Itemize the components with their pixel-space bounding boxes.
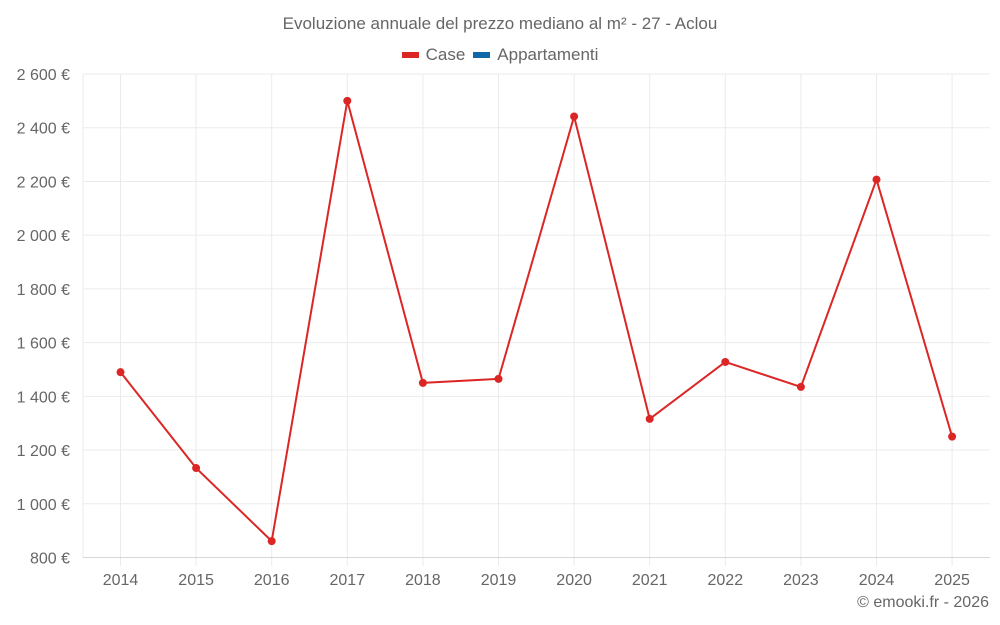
x-tick-label: 2021 (632, 572, 668, 589)
x-tick-label: 2015 (178, 572, 214, 589)
y-tick-label: 1 000 € (17, 497, 70, 514)
x-tick-label: 2022 (708, 572, 744, 589)
x-axis: 2014 2015 2016 2017 2018 2019 2020 2021 2022 2023… (83, 557, 990, 589)
series-case (116, 96, 957, 546)
series-line-case (119, 99, 954, 543)
data-point[interactable] (570, 112, 579, 121)
y-tick-label: 1 200 € (17, 443, 70, 460)
y-tick-label: 800 € (30, 551, 70, 568)
legend-item-appartamenti[interactable]: Appartamenti (473, 45, 598, 65)
data-point[interactable] (721, 357, 730, 366)
data-point[interactable] (192, 464, 201, 473)
grid-lines (82, 73, 990, 566)
data-point[interactable] (796, 382, 805, 391)
y-tick-label: 1 400 € (17, 389, 70, 406)
legend-label-case: Case (425, 45, 466, 64)
x-tick-label: 2017 (330, 572, 366, 589)
x-tick-label: 2014 (103, 572, 139, 589)
x-tick-label: 2020 (556, 572, 592, 589)
chart-legend: Case Appartamenti (0, 45, 1000, 65)
data-point[interactable] (267, 537, 276, 546)
y-tick-label: 2 000 € (17, 228, 70, 245)
data-point[interactable] (872, 175, 881, 184)
x-tick-label: 2025 (934, 572, 970, 589)
y-axis: 800 € 1 000 € 1 200 € 1 400 € 1 600 € 1 800 €… (17, 67, 70, 568)
y-tick-label: 1 600 € (17, 336, 70, 353)
data-point[interactable] (116, 368, 125, 377)
legend-item-case[interactable]: Case (401, 45, 466, 65)
x-tick-label: 2018 (405, 572, 441, 589)
y-tick-label: 1 800 € (17, 282, 70, 299)
legend-swatch-appartamenti (473, 52, 491, 58)
data-point[interactable] (645, 414, 654, 423)
x-tick-label: 2019 (481, 572, 517, 589)
data-point[interactable] (948, 432, 957, 441)
y-tick-label: 2 200 € (17, 174, 70, 191)
x-tick-label: 2024 (859, 572, 895, 589)
legend-swatch-case (401, 52, 419, 58)
data-point[interactable] (418, 378, 427, 387)
data-point[interactable] (494, 374, 503, 383)
x-tick-label: 2023 (783, 572, 819, 589)
chart-title: Evoluzione annuale del prezzo mediano al… (282, 14, 718, 33)
y-tick-label: 2 400 € (17, 121, 70, 138)
data-point[interactable] (343, 96, 352, 105)
credit-text: © emooki.fr - 2026 (857, 594, 989, 611)
y-tick-label: 2 600 € (17, 67, 70, 84)
x-tick-label: 2016 (254, 572, 290, 589)
legend-label-appartamenti: Appartamenti (497, 45, 599, 64)
